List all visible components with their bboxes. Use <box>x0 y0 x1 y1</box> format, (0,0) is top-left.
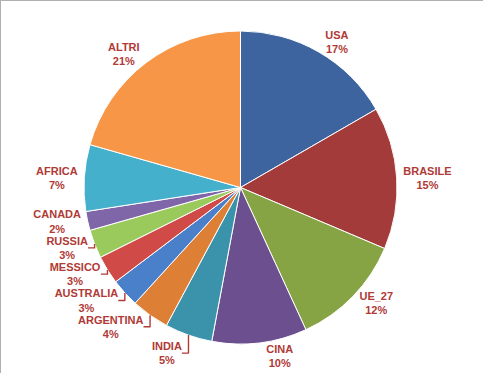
svg-text:ARGENTINA4%: ARGENTINA4% <box>78 314 143 340</box>
svg-text:MESSICO3%: MESSICO3% <box>50 261 101 287</box>
svg-text:BRASILE15%: BRASILE15% <box>403 165 451 191</box>
svg-text:AUSTRALIA3%: AUSTRALIA3% <box>55 287 119 313</box>
svg-text:AFRICA7%: AFRICA7% <box>36 165 78 191</box>
svg-text:RUSSIA3%: RUSSIA3% <box>46 235 88 261</box>
svg-text:UE_2712%: UE_2712% <box>359 290 393 316</box>
svg-text:CANADA2%: CANADA2% <box>33 208 81 234</box>
svg-text:USA17%: USA17% <box>325 29 348 55</box>
svg-text:INDIA5%: INDIA5% <box>152 340 182 366</box>
svg-text:CINA10%: CINA10% <box>266 343 293 369</box>
svg-text:ALTRI21%: ALTRI21% <box>108 41 140 67</box>
